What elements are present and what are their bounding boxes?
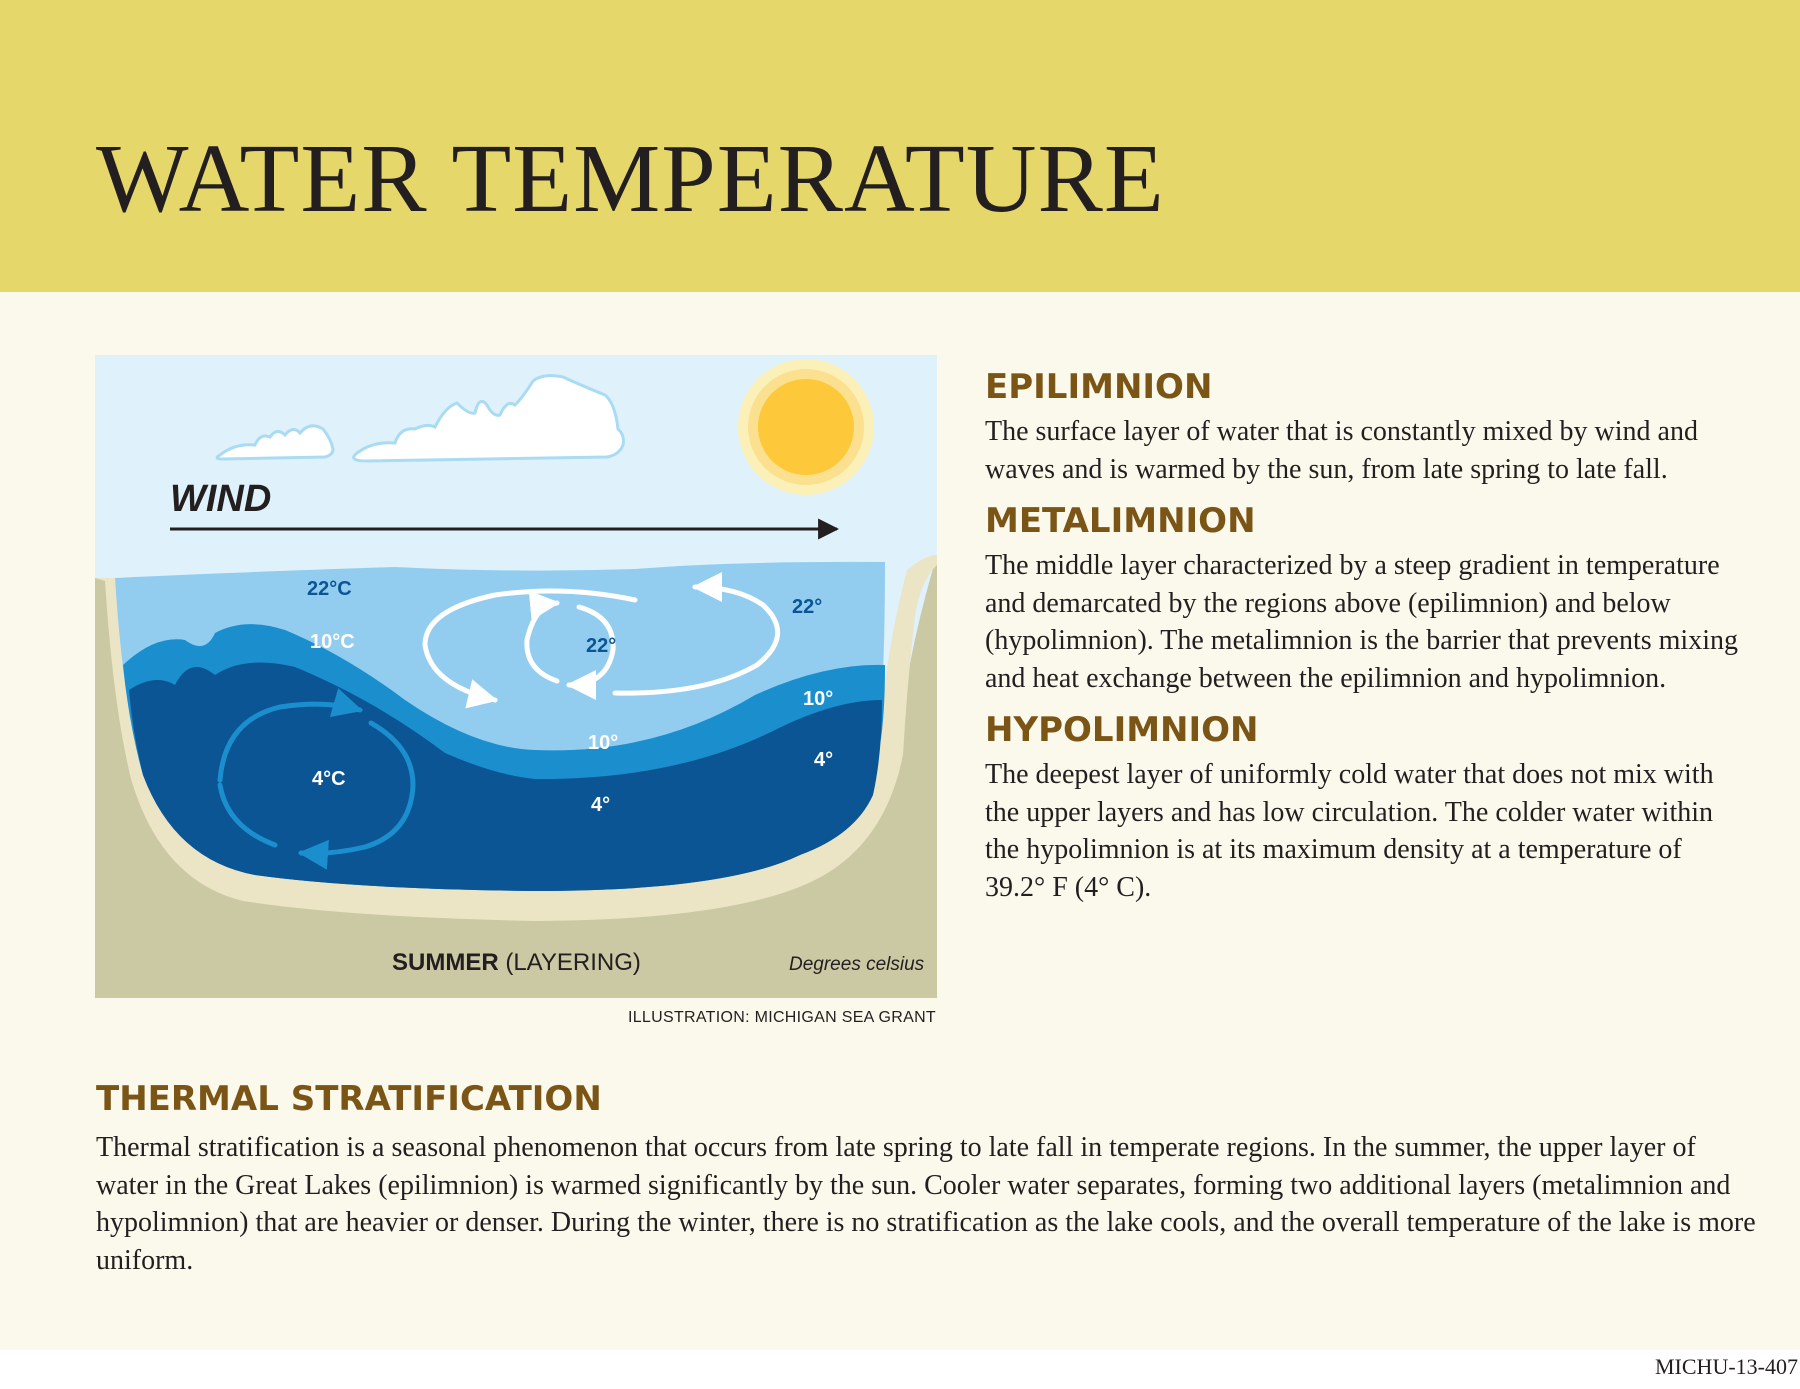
thermal-stratification-section: THERMAL STRATIFICATION Thermal stratific…	[96, 1079, 1756, 1293]
label-right-metalimnion: 10°	[803, 688, 833, 710]
epilimnion-heading: EPILIMNION	[985, 367, 1213, 407]
label-right-epilimnion: 22°	[792, 596, 822, 618]
metalimnion-text: The middle layer characterized by a stee…	[985, 550, 1738, 694]
label-center-metalimnion: 10°	[588, 732, 618, 754]
header-banner: WATER TEMPERATURE	[0, 0, 1800, 292]
layer-definitions: EPILIMNION The surface layer of water th…	[985, 367, 1745, 920]
page-title: WATER TEMPERATURE	[96, 125, 1165, 233]
label-left-metalimnion: 10°C	[310, 631, 355, 653]
deep-circulation-arrows	[217, 688, 416, 870]
label-center-hypolimnion: 4°	[591, 794, 610, 816]
surface-circulation-arrows	[422, 572, 780, 709]
label-left-hypolimnion: 4°C	[312, 768, 346, 790]
figure-caption: SUMMER (LAYERING)	[392, 949, 641, 976]
lake-stratification-illustration: WIND 22°C 10°C 4°C 22°	[95, 355, 937, 998]
hypolimnion-heading: HYPOLIMNION	[985, 710, 1259, 751]
thermal-heading: THERMAL STRATIFICATION	[96, 1079, 602, 1119]
document-code: MICHU-13-407	[1655, 1354, 1798, 1379]
illustration-credit: ILLUSTRATION: MICHIGAN SEA GRANT	[627, 1009, 936, 1026]
label-center-epilimnion: 22°	[586, 635, 616, 657]
ground	[95, 555, 937, 998]
units-note: Degrees celsius	[789, 954, 925, 975]
epilimnion-text: The surface layer of water that is const…	[985, 416, 1698, 485]
wind-label: WIND	[170, 478, 271, 520]
cloud-icon	[215, 374, 625, 463]
label-left-epilimnion: 22°C	[307, 578, 352, 600]
hypolimnion-text: The deepest layer of uniformly cold wate…	[985, 759, 1714, 903]
hypolimnion-layer	[129, 662, 882, 891]
metalimnion-heading: METALIMNION	[985, 501, 1256, 542]
thermal-text: Thermal stratification is a seasonal phe…	[96, 1132, 1756, 1276]
label-right-hypolimnion: 4°	[814, 749, 833, 771]
sun-icon	[738, 359, 874, 495]
